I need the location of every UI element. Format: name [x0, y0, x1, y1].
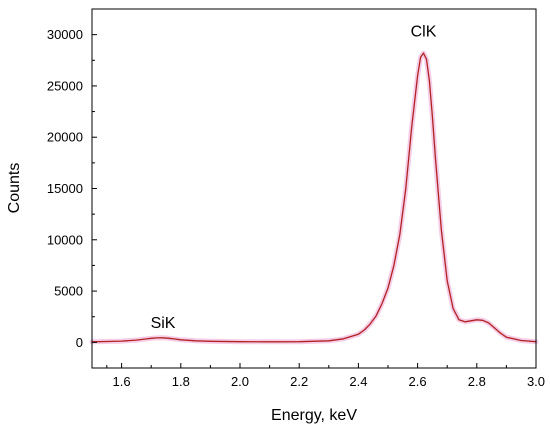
y-tick-label: 15000	[47, 181, 83, 196]
series-0-line	[91, 52, 537, 343]
x-tick-label: 1.6	[113, 374, 131, 389]
x-tick-label: 2.6	[409, 374, 427, 389]
y-tick-label: 10000	[47, 232, 83, 247]
series-0-glow	[89, 50, 539, 345]
peak-label-clk: ClK	[411, 24, 437, 41]
x-tick-label: 2.0	[231, 374, 249, 389]
y-tick-label: 25000	[47, 78, 83, 93]
peak-label-sik: SiK	[151, 315, 176, 332]
plot-area	[89, 50, 539, 345]
x-tick-label: 1.8	[172, 374, 190, 389]
x-tick-label: 2.2	[290, 374, 308, 389]
y-tick-label: 20000	[47, 130, 83, 145]
x-tick-label: 2.4	[349, 374, 367, 389]
y-tick-label: 0	[76, 335, 83, 350]
y-axis-title: Counts	[6, 163, 23, 214]
x-tick-label: 3.0	[527, 374, 545, 389]
axes: 1.6 1.8 2.0 2.2 2.4 2.6 2.8 3.0 0 5000 10000 15000 2…	[47, 8, 545, 389]
y-tick-label: 5000	[54, 284, 83, 299]
x-tick-label: 2.8	[468, 374, 486, 389]
x-axis-title: Energy, keV	[271, 407, 357, 424]
y-tick-label: 30000	[47, 27, 83, 42]
